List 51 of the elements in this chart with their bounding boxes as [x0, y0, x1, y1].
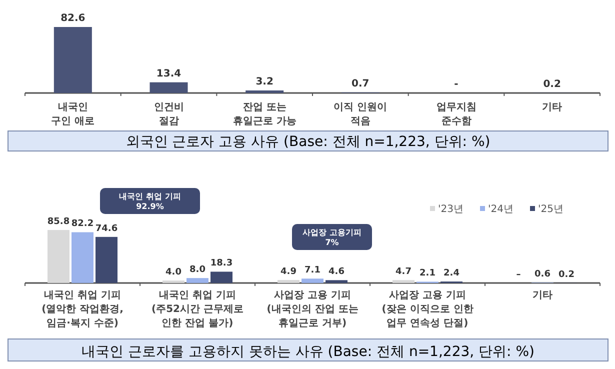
x-tick-label: 내국인 구인 애로 [51, 102, 95, 127]
bar [48, 230, 70, 283]
x-tick-label: 기타 [532, 290, 552, 301]
x-tick-label: 업무지침 준수함 [436, 102, 476, 127]
bar [246, 90, 284, 93]
bar [302, 278, 324, 283]
data-label: 0.7 [352, 78, 370, 90]
bar [326, 280, 348, 283]
bar [150, 82, 188, 93]
x-tick-label: 기타 [542, 102, 562, 113]
data-label: 4.7 [396, 267, 412, 278]
text: 내국인 취업 기피 92.9% [119, 192, 181, 211]
bar [210, 272, 232, 283]
data-label: 8.0 [190, 265, 206, 276]
data-label: 3.2 [256, 76, 274, 88]
x-tick-label: 사업장 고용 기피 (내국인의 잔업 또는 휴일근로 거부) [266, 290, 358, 329]
text: 외국인 근로자 고용 사유 (Base: 전체 n=1,223, 단위: %) [126, 134, 490, 150]
data-label: 0.2 [558, 270, 574, 280]
data-label: 0.6 [534, 270, 550, 280]
bar [54, 27, 92, 93]
data-label: 18.3 [210, 258, 233, 269]
bar [96, 236, 118, 283]
bar [186, 278, 208, 283]
data-label: 85.8 [47, 217, 70, 227]
data-label: 82.2 [71, 219, 94, 230]
legend-label: '23년 [438, 204, 464, 215]
x-tick-label: 내국인 취업 기피 (주52시간 근무제로 인한 잔업 불가) [152, 290, 244, 329]
x-tick-label: 인건비 절감 [154, 102, 184, 127]
x-tick-label: 내국인 취업 기피 (열악한 작업환경, 임금·복지 수준) [42, 290, 124, 329]
data-label: 2.1 [420, 268, 436, 279]
data-label: 82.6 [60, 13, 86, 24]
x-tick-label: 잔업 또는 휴일근로 가능 [232, 102, 296, 127]
data-label: 4.6 [328, 267, 344, 278]
legend-label: '25년 [538, 204, 564, 215]
data-label: 74.6 [95, 224, 118, 234]
annotation: 사업장 고용기피 7% [302, 228, 362, 247]
x-tick-label: 사업장 고용 기피 (잦은 이직으로 인한 업무 연속성 단절) [382, 290, 474, 329]
bar [392, 280, 414, 283]
data-label: 0.2 [543, 78, 561, 90]
text: - [454, 79, 458, 90]
bar [72, 232, 94, 283]
data-label: 13.4 [156, 68, 182, 80]
legend-label: '24년 [488, 204, 514, 215]
data-label: 4.9 [280, 266, 296, 277]
text: 내국인 근로자를 고용하지 못하는 사유 (Base: 전체 n=1,223, 단위: %) [82, 344, 534, 360]
bar [278, 280, 300, 283]
data-label: 2.4 [444, 268, 460, 279]
text: – [516, 270, 521, 280]
data-label: 4.0 [166, 268, 182, 278]
data-label: 7.1 [304, 266, 320, 276]
x-tick-label: 이직 인원이 적음 [334, 102, 388, 127]
